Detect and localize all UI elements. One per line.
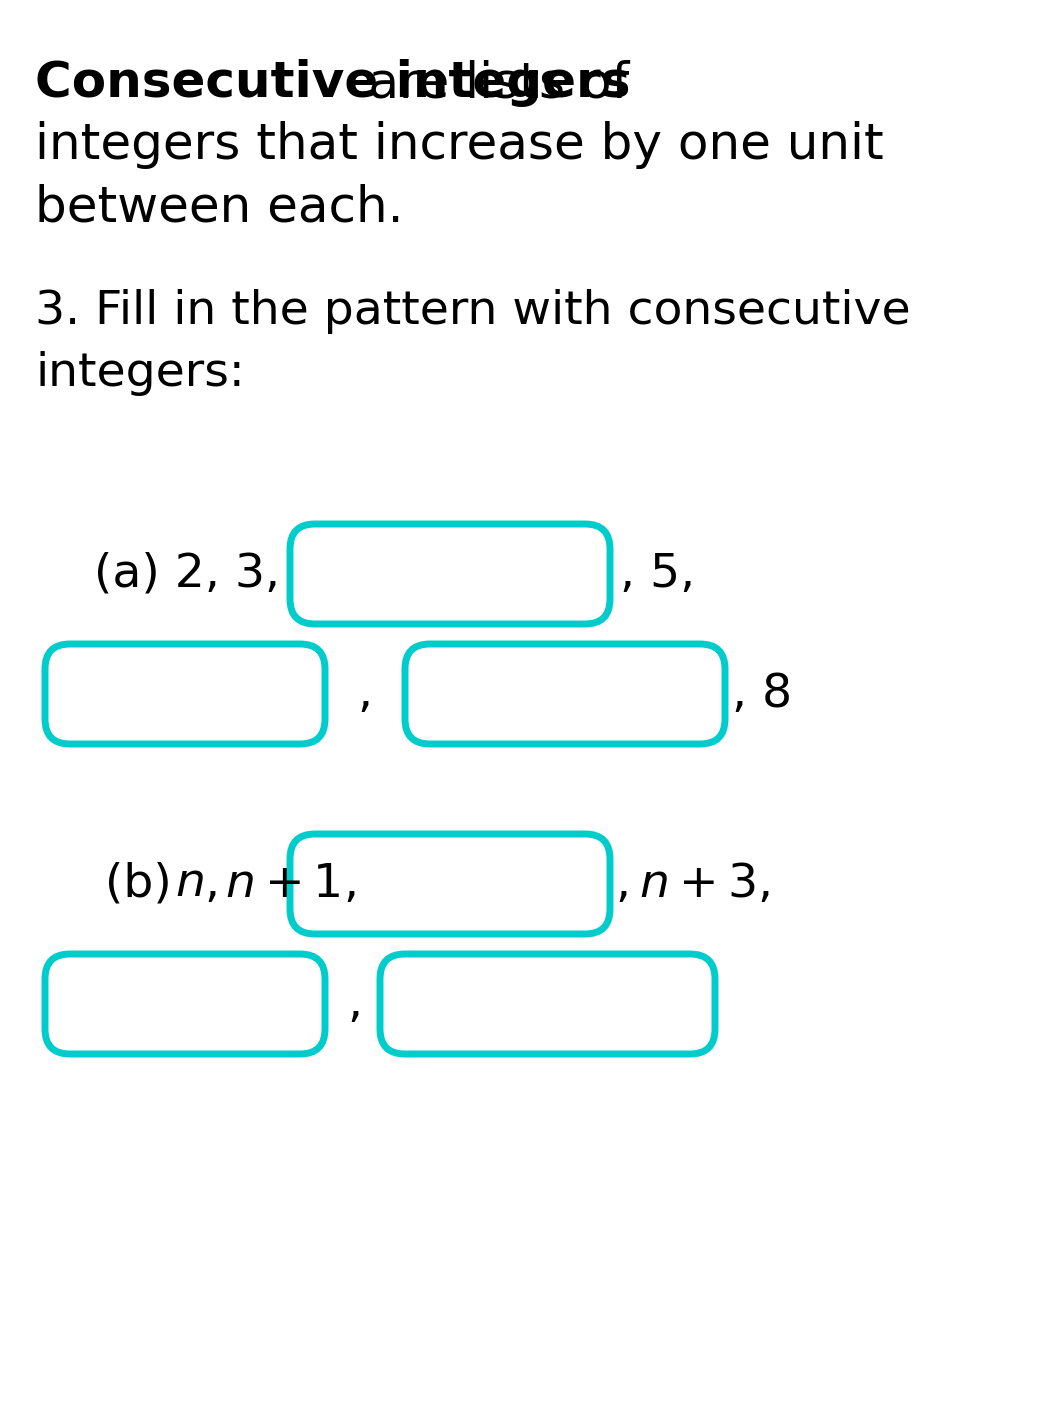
Text: $, n + 3,$: $, n + 3,$ [615, 861, 769, 907]
Text: ,: , [205, 861, 235, 907]
Text: ,: , [358, 671, 372, 717]
Text: , 8: , 8 [732, 671, 792, 717]
Text: Consecutive integers: Consecutive integers [35, 60, 631, 106]
FancyBboxPatch shape [45, 644, 325, 744]
Text: are lists of: are lists of [35, 60, 629, 106]
Text: $n$: $n$ [175, 861, 204, 907]
FancyBboxPatch shape [405, 644, 725, 744]
Text: 3. Fill in the pattern with consecutive: 3. Fill in the pattern with consecutive [35, 289, 910, 333]
Text: , 5,: , 5, [620, 552, 695, 596]
FancyBboxPatch shape [45, 954, 325, 1054]
FancyBboxPatch shape [290, 834, 610, 934]
Text: between each.: between each. [35, 183, 403, 231]
Text: integers:: integers: [35, 350, 245, 396]
Text: (b): (b) [106, 861, 187, 907]
FancyBboxPatch shape [380, 954, 715, 1054]
FancyBboxPatch shape [290, 524, 610, 624]
Text: integers that increase by one unit: integers that increase by one unit [35, 121, 884, 169]
Text: $n + 1,$: $n + 1,$ [225, 861, 356, 907]
Text: ,: , [347, 982, 363, 1026]
Text: (a) 2, 3,: (a) 2, 3, [94, 552, 280, 596]
